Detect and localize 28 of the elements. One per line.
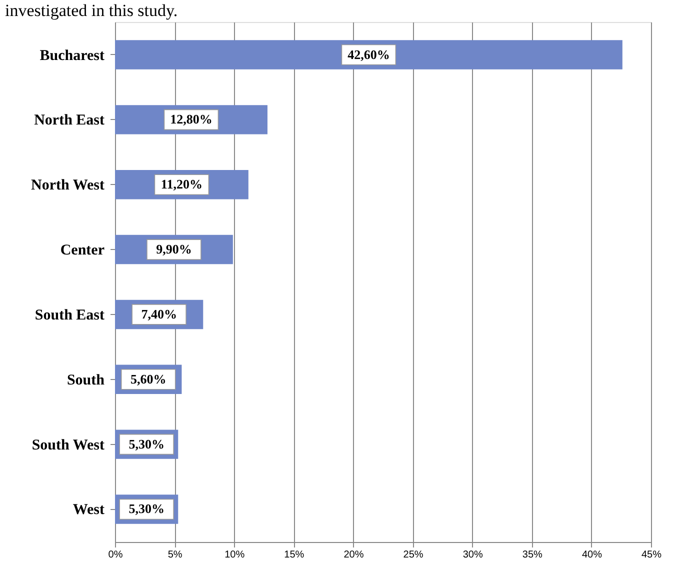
- x-tick-label: 30%: [462, 550, 483, 560]
- x-tick-label: 5%: [168, 550, 182, 560]
- bar: [115, 40, 622, 70]
- data-label: 12,80%: [170, 112, 212, 127]
- data-label: 9,90%: [156, 242, 192, 257]
- x-tick-label: 20%: [344, 550, 364, 560]
- y-tick-label: Bucharest: [40, 48, 104, 64]
- data-label: 5,60%: [130, 371, 166, 386]
- y-tick-label: South West: [32, 437, 104, 454]
- data-label: 5,30%: [128, 501, 164, 516]
- y-tick-label: North West: [31, 178, 104, 194]
- x-tick-label: 40%: [582, 550, 602, 560]
- y-tick-label: South East: [34, 307, 105, 324]
- x-tick-label: 45%: [641, 550, 662, 560]
- x-tick-label: 10%: [224, 550, 245, 560]
- x-tick-label: 35%: [522, 550, 543, 560]
- data-label: 5,30%: [128, 436, 164, 452]
- y-tick-label: Center: [60, 242, 105, 259]
- x-tick-label: 15%: [284, 550, 304, 560]
- text: investigated in this study.: [5, 1, 178, 20]
- y-tick-label: North East: [34, 112, 104, 129]
- y-tick-label: South: [66, 372, 106, 388]
- y-tick-label: West: [72, 502, 104, 518]
- x-tick-label: 0%: [108, 550, 123, 560]
- data-label: 7,40%: [141, 306, 177, 322]
- data-label: 42,60%: [348, 46, 390, 62]
- data-label: 11,20%: [160, 176, 202, 192]
- x-tick-label: 25%: [403, 550, 424, 560]
